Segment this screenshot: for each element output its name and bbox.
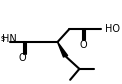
- Text: HO: HO: [105, 24, 120, 34]
- Text: O: O: [18, 53, 26, 63]
- Text: s: s: [1, 34, 5, 43]
- Text: O: O: [79, 39, 87, 50]
- Text: HN: HN: [2, 34, 17, 44]
- Polygon shape: [57, 42, 68, 57]
